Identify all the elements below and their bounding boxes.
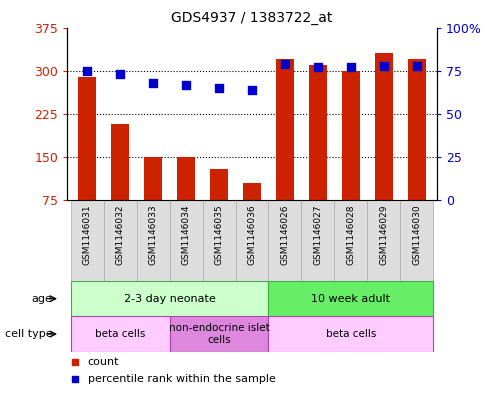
Text: GSM1146035: GSM1146035 bbox=[215, 204, 224, 265]
Bar bbox=[243, 183, 261, 200]
Bar bbox=[276, 59, 294, 200]
Bar bbox=[137, 200, 170, 281]
Bar bbox=[71, 281, 268, 316]
Bar bbox=[203, 200, 236, 281]
Text: non-endocrine islet
cells: non-endocrine islet cells bbox=[169, 323, 269, 345]
Text: GSM1146029: GSM1146029 bbox=[379, 204, 388, 265]
Text: GSM1146034: GSM1146034 bbox=[182, 204, 191, 265]
Text: GSM1146031: GSM1146031 bbox=[83, 204, 92, 265]
Point bbox=[248, 86, 256, 93]
Text: GSM1146027: GSM1146027 bbox=[313, 204, 322, 265]
Text: beta cells: beta cells bbox=[326, 329, 376, 339]
Point bbox=[182, 81, 190, 88]
Bar bbox=[104, 200, 137, 281]
Point bbox=[116, 71, 124, 77]
Bar bbox=[400, 200, 433, 281]
Text: GSM1146030: GSM1146030 bbox=[412, 204, 421, 265]
Bar bbox=[342, 71, 360, 200]
Text: GSM1146028: GSM1146028 bbox=[346, 204, 355, 265]
Bar bbox=[170, 200, 203, 281]
Text: GSM1146036: GSM1146036 bbox=[248, 204, 256, 265]
Point bbox=[149, 80, 157, 86]
Text: 10 week adult: 10 week adult bbox=[311, 294, 390, 304]
Point bbox=[281, 61, 289, 67]
Point bbox=[215, 85, 223, 91]
Point bbox=[347, 64, 355, 70]
Text: 2-3 day neonate: 2-3 day neonate bbox=[124, 294, 216, 304]
Point bbox=[380, 62, 388, 69]
Point bbox=[314, 64, 322, 70]
Bar bbox=[236, 200, 268, 281]
Bar bbox=[210, 169, 228, 200]
Point bbox=[71, 375, 79, 382]
Bar bbox=[111, 124, 129, 200]
Bar bbox=[71, 200, 104, 281]
Bar bbox=[71, 316, 170, 352]
Bar bbox=[334, 200, 367, 281]
Bar bbox=[408, 59, 426, 200]
Point bbox=[413, 62, 421, 69]
Text: cell type: cell type bbox=[5, 329, 52, 339]
Text: count: count bbox=[88, 357, 119, 367]
Bar bbox=[177, 157, 195, 200]
Bar bbox=[268, 316, 433, 352]
Title: GDS4937 / 1383722_at: GDS4937 / 1383722_at bbox=[171, 11, 333, 25]
Point bbox=[71, 359, 79, 365]
Text: beta cells: beta cells bbox=[95, 329, 145, 339]
Text: GSM1146026: GSM1146026 bbox=[280, 204, 289, 265]
Bar bbox=[309, 65, 327, 200]
Text: GSM1146032: GSM1146032 bbox=[116, 204, 125, 265]
Text: percentile rank within the sample: percentile rank within the sample bbox=[88, 374, 275, 384]
Bar bbox=[268, 200, 301, 281]
Bar bbox=[301, 200, 334, 281]
Text: GSM1146033: GSM1146033 bbox=[149, 204, 158, 265]
Bar bbox=[78, 77, 96, 200]
Bar bbox=[375, 53, 393, 200]
Bar bbox=[268, 281, 433, 316]
Text: age: age bbox=[32, 294, 52, 304]
Bar bbox=[367, 200, 400, 281]
Point bbox=[83, 68, 91, 74]
Bar bbox=[144, 157, 162, 200]
Bar bbox=[170, 316, 268, 352]
